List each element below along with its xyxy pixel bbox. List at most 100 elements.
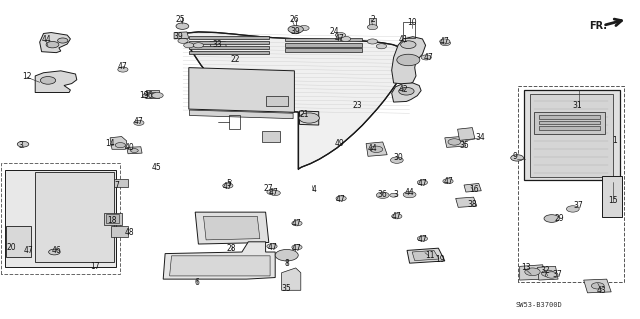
Circle shape <box>49 249 60 255</box>
Circle shape <box>184 43 194 48</box>
Polygon shape <box>392 37 426 85</box>
Polygon shape <box>445 137 466 147</box>
Circle shape <box>443 179 453 184</box>
Text: 13: 13 <box>521 263 531 272</box>
Text: 16: 16 <box>468 185 479 194</box>
Circle shape <box>390 157 403 163</box>
Circle shape <box>152 93 163 98</box>
Circle shape <box>17 141 29 147</box>
Text: 4: 4 <box>311 185 316 194</box>
Circle shape <box>440 41 451 46</box>
Text: SW53-B3700D: SW53-B3700D <box>516 302 563 308</box>
Circle shape <box>118 67 128 72</box>
Text: 30: 30 <box>393 153 403 162</box>
Text: 47: 47 <box>440 37 450 46</box>
Polygon shape <box>204 216 260 240</box>
Text: 9: 9 <box>513 152 518 161</box>
Circle shape <box>267 244 277 249</box>
Text: 20: 20 <box>6 243 16 252</box>
Text: 22: 22 <box>231 56 240 64</box>
Polygon shape <box>464 183 481 192</box>
Circle shape <box>340 36 351 41</box>
Polygon shape <box>170 256 270 276</box>
Polygon shape <box>189 36 269 39</box>
Polygon shape <box>35 71 77 93</box>
Polygon shape <box>282 268 301 290</box>
Circle shape <box>299 113 319 123</box>
Text: 12: 12 <box>22 72 31 81</box>
Polygon shape <box>189 68 294 112</box>
Circle shape <box>545 272 558 278</box>
Circle shape <box>223 183 233 188</box>
Circle shape <box>143 93 154 99</box>
Polygon shape <box>300 111 319 125</box>
Polygon shape <box>539 121 600 124</box>
Text: 15: 15 <box>608 197 618 205</box>
Circle shape <box>292 245 302 250</box>
Text: 39: 39 <box>291 27 301 36</box>
Circle shape <box>299 26 309 31</box>
Circle shape <box>367 25 378 30</box>
Text: 6: 6 <box>195 278 200 287</box>
Text: 44: 44 <box>367 144 378 153</box>
Text: 48: 48 <box>124 228 134 237</box>
Text: 36: 36 <box>378 190 388 199</box>
Polygon shape <box>210 41 227 48</box>
Polygon shape <box>412 250 439 261</box>
Circle shape <box>291 29 301 34</box>
Text: 45: 45 <box>152 163 162 172</box>
Text: 2: 2 <box>370 15 375 24</box>
Text: 47: 47 <box>269 189 279 197</box>
Polygon shape <box>5 170 116 267</box>
Circle shape <box>370 146 383 152</box>
Circle shape <box>176 23 189 29</box>
Polygon shape <box>530 94 613 177</box>
Text: 33: 33 <box>212 40 223 49</box>
Text: 46: 46 <box>51 246 61 255</box>
Text: 47: 47 <box>292 219 302 228</box>
Polygon shape <box>456 197 477 207</box>
Circle shape <box>403 191 416 198</box>
Text: 47: 47 <box>223 182 233 191</box>
Circle shape <box>58 38 68 43</box>
Circle shape <box>292 221 302 226</box>
Text: 27: 27 <box>264 184 274 193</box>
Text: 31: 31 <box>572 101 582 110</box>
Polygon shape <box>189 46 269 49</box>
Text: 35: 35 <box>282 284 292 293</box>
Text: 19: 19 <box>435 256 445 264</box>
Polygon shape <box>195 212 269 244</box>
Circle shape <box>115 143 125 148</box>
Text: 47: 47 <box>335 195 346 204</box>
Circle shape <box>401 41 416 48</box>
Polygon shape <box>189 41 269 44</box>
Circle shape <box>417 180 428 185</box>
Circle shape <box>591 283 604 289</box>
Polygon shape <box>285 48 362 52</box>
Polygon shape <box>524 90 620 180</box>
Text: 25: 25 <box>175 15 186 24</box>
Circle shape <box>448 139 461 145</box>
Text: 19: 19 <box>139 91 149 100</box>
Text: 47: 47 <box>292 244 302 253</box>
Polygon shape <box>392 83 421 102</box>
Polygon shape <box>534 112 605 134</box>
Text: 14: 14 <box>105 139 115 148</box>
Text: 47: 47 <box>417 179 428 188</box>
Text: 47: 47 <box>424 53 434 62</box>
Circle shape <box>134 120 144 125</box>
Text: FR.: FR. <box>589 20 607 31</box>
Polygon shape <box>104 213 122 225</box>
Text: 47: 47 <box>133 117 143 126</box>
Circle shape <box>566 206 579 212</box>
Circle shape <box>46 41 59 48</box>
Text: 29: 29 <box>554 214 564 223</box>
Circle shape <box>288 26 303 33</box>
Text: 47: 47 <box>334 34 344 43</box>
Text: 3: 3 <box>393 190 398 199</box>
Polygon shape <box>174 32 189 39</box>
Text: 17: 17 <box>90 262 100 271</box>
Circle shape <box>390 193 397 197</box>
Text: 42: 42 <box>398 85 408 94</box>
Polygon shape <box>458 128 475 140</box>
